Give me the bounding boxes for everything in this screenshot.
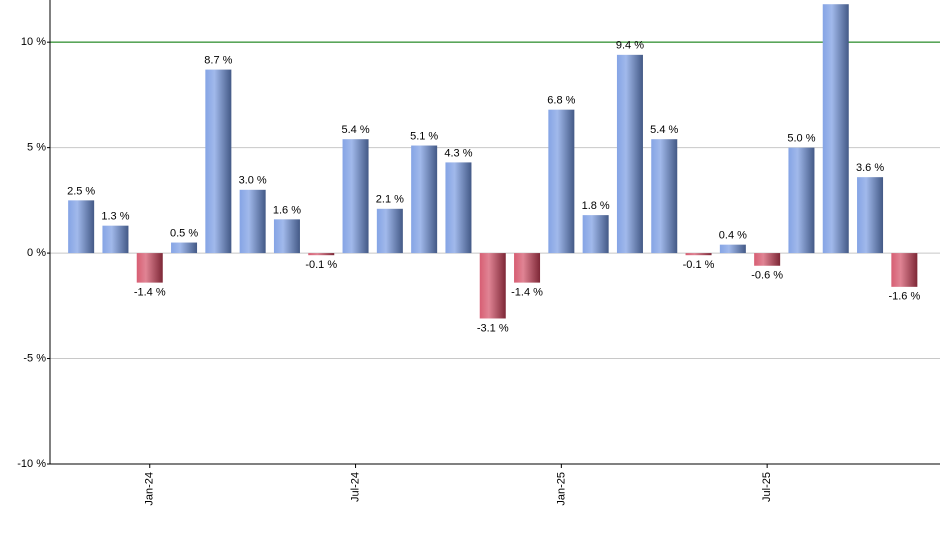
bar xyxy=(685,253,712,256)
value-label: 1.3 % xyxy=(101,211,129,223)
bar xyxy=(411,145,438,254)
value-label: -1.4 % xyxy=(511,287,543,299)
value-label: -0.6 % xyxy=(751,270,783,282)
bar xyxy=(616,54,643,254)
bar xyxy=(822,4,849,254)
value-label: 4.3 % xyxy=(444,147,472,159)
value-label: 5.0 % xyxy=(787,133,815,145)
value-label: 3.0 % xyxy=(239,175,267,187)
value-label: 5.4 % xyxy=(341,124,369,136)
x-tick-label: Jan-25 xyxy=(555,472,567,506)
x-tick-label: Jan-24 xyxy=(144,472,156,506)
value-label: 5.1 % xyxy=(410,130,438,142)
value-label: 11.8 % xyxy=(819,0,853,1)
y-tick-label: 10 % xyxy=(21,36,46,48)
value-label: 6.8 % xyxy=(547,95,575,107)
bar xyxy=(719,244,746,254)
value-label: -0.1 % xyxy=(683,259,715,271)
value-label: -1.4 % xyxy=(134,287,166,299)
bar xyxy=(68,200,95,254)
bar xyxy=(788,147,815,254)
bar xyxy=(376,208,403,254)
value-label: 1.8 % xyxy=(582,200,610,212)
value-label: 8.7 % xyxy=(204,55,232,67)
value-label: 3.6 % xyxy=(856,162,884,174)
bar xyxy=(479,253,506,319)
bar xyxy=(136,253,163,283)
y-tick-label: -10 % xyxy=(17,458,46,470)
bar xyxy=(239,189,266,254)
bar xyxy=(273,219,300,254)
bar xyxy=(651,139,678,254)
bar xyxy=(514,253,541,283)
bar xyxy=(308,253,335,256)
value-label: -1.6 % xyxy=(888,291,920,303)
value-label: 2.5 % xyxy=(67,185,95,197)
bar xyxy=(754,253,781,266)
bar xyxy=(891,253,918,287)
value-label: 5.4 % xyxy=(650,124,678,136)
value-label: -3.1 % xyxy=(477,322,509,334)
value-label: 0.4 % xyxy=(719,230,747,242)
bar xyxy=(205,69,232,254)
x-tick-label: Jul-25 xyxy=(761,472,773,502)
bar xyxy=(445,162,472,254)
value-label: 0.5 % xyxy=(170,227,198,239)
value-label: -0.1 % xyxy=(305,259,337,271)
value-label: 2.1 % xyxy=(376,194,404,206)
y-tick-label: -5 % xyxy=(23,352,46,364)
bar xyxy=(857,177,884,254)
bar xyxy=(102,225,129,254)
value-label: 9.4 % xyxy=(616,40,644,52)
value-label: 1.6 % xyxy=(273,204,301,216)
bar xyxy=(171,242,198,254)
bar xyxy=(548,109,575,254)
bar xyxy=(342,139,369,254)
bar xyxy=(582,215,609,254)
y-tick-label: 5 % xyxy=(27,142,46,154)
x-tick-label: Jul-24 xyxy=(349,472,361,502)
y-tick-label: 0 % xyxy=(27,247,46,259)
